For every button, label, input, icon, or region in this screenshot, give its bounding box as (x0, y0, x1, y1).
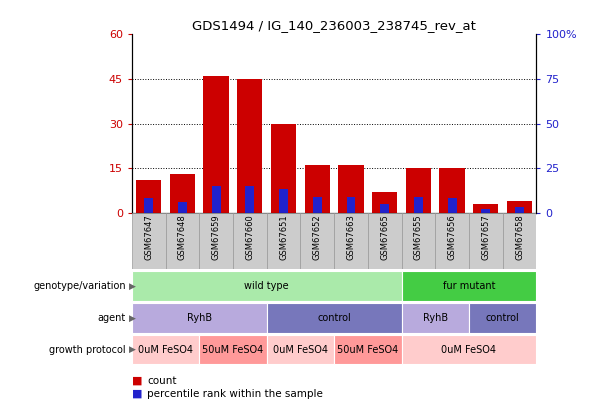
Text: control: control (485, 313, 520, 323)
Bar (237, 79, 262, 213)
Bar (136, 180, 161, 213)
Bar (233, 213, 267, 269)
Text: GSM67657: GSM67657 (481, 214, 490, 260)
Bar (473, 204, 498, 213)
Bar (144, 198, 153, 213)
Title: GDS1494 / IG_140_236003_238745_rev_at: GDS1494 / IG_140_236003_238745_rev_at (192, 19, 476, 32)
Bar (267, 303, 402, 333)
Bar (507, 201, 532, 213)
Text: GSM67656: GSM67656 (447, 214, 457, 260)
Text: 0uM FeSO4: 0uM FeSO4 (441, 345, 497, 354)
Bar (199, 213, 233, 269)
Bar (380, 204, 389, 213)
Bar (166, 213, 199, 269)
Text: RyhB: RyhB (423, 313, 447, 323)
Bar (469, 303, 536, 333)
Bar (402, 271, 536, 301)
Text: 0uM FeSO4: 0uM FeSO4 (138, 345, 193, 354)
Text: GSM67663: GSM67663 (346, 214, 356, 260)
Bar (132, 213, 166, 269)
Text: ▶: ▶ (129, 345, 135, 354)
Text: 0uM FeSO4: 0uM FeSO4 (273, 345, 328, 354)
Text: fur mutant: fur mutant (443, 281, 495, 291)
Text: ■: ■ (132, 376, 142, 386)
Bar (211, 186, 221, 213)
Bar (402, 335, 536, 364)
Bar (334, 213, 368, 269)
Text: percentile rank within the sample: percentile rank within the sample (147, 389, 323, 399)
Bar (132, 271, 402, 301)
Text: GSM67660: GSM67660 (245, 214, 254, 260)
Bar (406, 168, 431, 213)
Text: growth protocol: growth protocol (49, 345, 126, 354)
Bar (368, 213, 402, 269)
Bar (271, 124, 296, 213)
Text: GSM67659: GSM67659 (211, 214, 221, 260)
Bar (267, 335, 334, 364)
Bar (267, 213, 300, 269)
Bar (402, 303, 469, 333)
Text: GSM67658: GSM67658 (515, 214, 524, 260)
Text: count: count (147, 376, 177, 386)
Text: ■: ■ (132, 389, 142, 399)
Text: ▶: ▶ (129, 313, 135, 322)
Bar (178, 202, 187, 213)
Bar (481, 209, 490, 213)
Bar (414, 196, 423, 213)
Bar (402, 213, 435, 269)
Bar (447, 198, 457, 213)
Bar (503, 213, 536, 269)
Bar (245, 186, 254, 213)
Bar (440, 168, 465, 213)
Text: GSM67651: GSM67651 (279, 214, 288, 260)
Bar (313, 196, 322, 213)
Bar (469, 213, 503, 269)
Text: 50uM FeSO4: 50uM FeSO4 (202, 345, 264, 354)
Bar (132, 335, 199, 364)
Text: RyhB: RyhB (187, 313, 211, 323)
Bar (435, 213, 469, 269)
Text: GSM67648: GSM67648 (178, 214, 187, 260)
Text: wild type: wild type (245, 281, 289, 291)
Bar (334, 335, 402, 364)
Bar (515, 207, 524, 213)
Bar (170, 174, 195, 213)
Text: GSM67652: GSM67652 (313, 214, 322, 260)
Bar (338, 165, 364, 213)
Bar (346, 196, 356, 213)
Bar (300, 213, 334, 269)
Text: GSM67665: GSM67665 (380, 214, 389, 260)
Text: GSM67655: GSM67655 (414, 214, 423, 260)
Bar (372, 192, 397, 213)
Bar (279, 190, 288, 213)
Text: GSM67647: GSM67647 (144, 214, 153, 260)
Text: 50uM FeSO4: 50uM FeSO4 (337, 345, 398, 354)
Bar (199, 335, 267, 364)
Text: ▶: ▶ (129, 281, 135, 290)
Text: control: control (317, 313, 351, 323)
Bar (132, 303, 267, 333)
Text: genotype/variation: genotype/variation (33, 281, 126, 291)
Bar (204, 76, 229, 213)
Text: agent: agent (97, 313, 126, 323)
Bar (305, 165, 330, 213)
